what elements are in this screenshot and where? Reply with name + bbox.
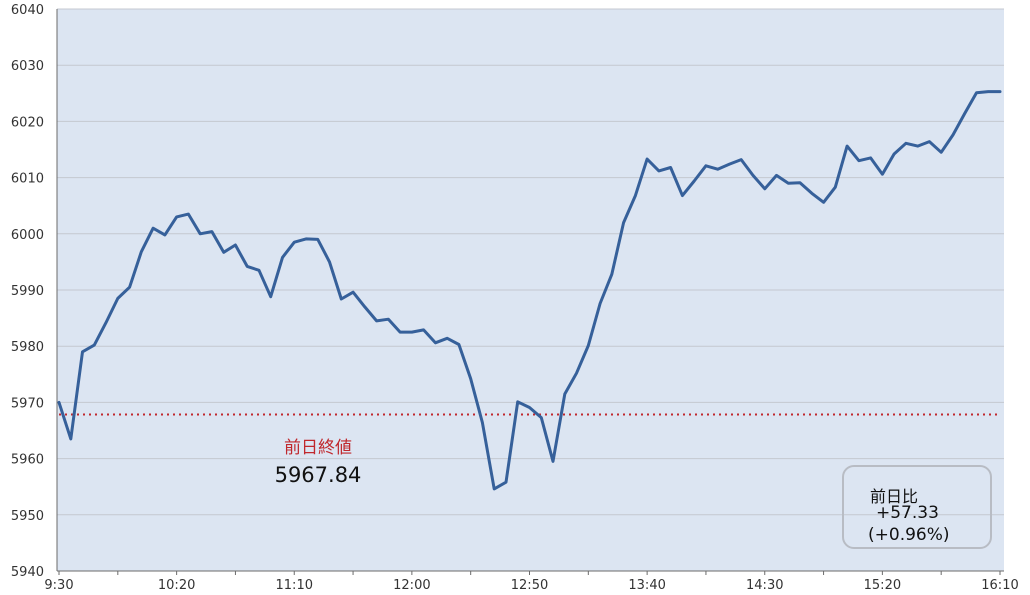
y-tick-label: 6040 — [11, 3, 44, 18]
y-tick-label: 5980 — [11, 340, 44, 355]
y-tick-label: 5960 — [11, 453, 44, 468]
reference-value: 5967.84 — [275, 463, 362, 487]
x-tick-label: 12:50 — [511, 578, 548, 593]
y-tick-label: 6000 — [11, 228, 44, 243]
y-tick-labels: 5940 5950 5960 5970 5980 5990 6000 6010 6020 6030… — [11, 3, 44, 580]
grid-lines — [57, 8, 1004, 572]
series-line-group — [57, 90, 1002, 491]
x-tick-label: 16:10 — [981, 578, 1018, 593]
x-tick-label: 10:20 — [158, 578, 195, 593]
x-tick-label: 11:10 — [276, 578, 313, 593]
x-tick-label: 9:30 — [44, 578, 73, 593]
change-value: +57.33 — [876, 503, 939, 523]
y-tick-label: 6020 — [11, 115, 44, 130]
change-box: 前日比 +57.33 (+0.96%) — [842, 465, 992, 549]
axes — [56, 9, 1004, 575]
y-tick-label: 5950 — [11, 509, 44, 524]
x-tick-labels: 9:30 10:20 11:10 12:00 12:50 13:40 14:30 15:20 1… — [44, 578, 1018, 593]
y-tick-label: 5940 — [11, 565, 44, 580]
x-tick-label: 14:30 — [746, 578, 783, 593]
y-tick-label: 5990 — [11, 284, 44, 299]
x-tick-label: 13:40 — [628, 578, 665, 593]
y-tick-label: 6010 — [11, 172, 44, 187]
reference-label: 前日終値 — [284, 438, 352, 458]
change-label: 前日比 — [870, 487, 919, 506]
x-tick-label: 12:00 — [393, 578, 430, 593]
change-percent: (+0.96%) — [868, 525, 950, 545]
y-tick-label: 6030 — [11, 59, 44, 74]
x-tick-label: 15:20 — [864, 578, 901, 593]
y-tick-label: 5970 — [11, 396, 44, 411]
series-line — [57, 90, 1002, 491]
